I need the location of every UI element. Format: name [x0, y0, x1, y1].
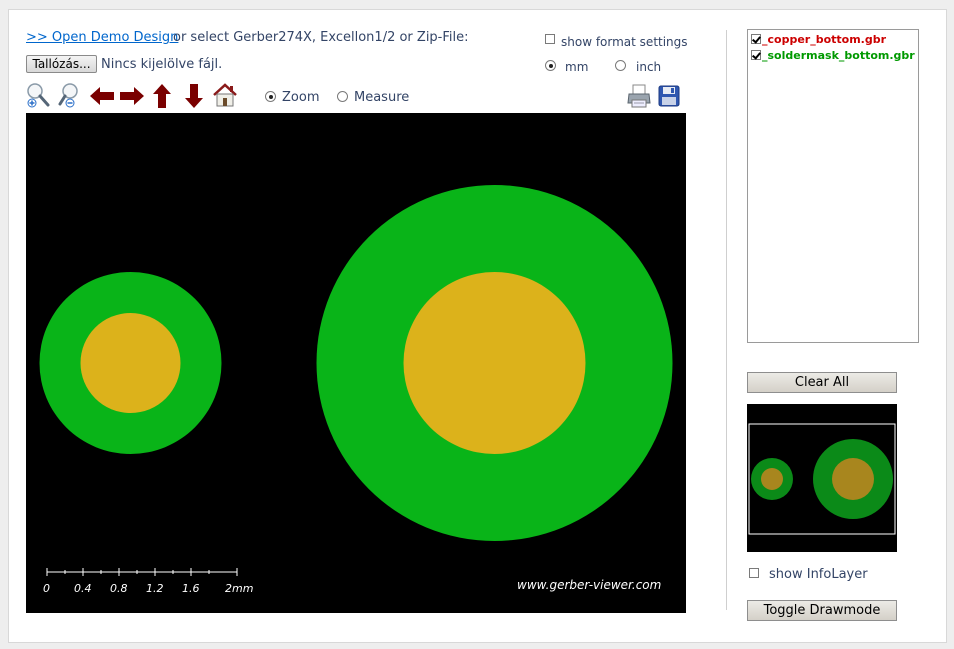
- show-infolayer-checkbox[interactable]: [749, 568, 759, 578]
- mode-zoom-label: Zoom: [282, 90, 320, 105]
- scale-label-1: 0.4: [74, 582, 92, 595]
- layer-name-copper-bottom: _copper_bottom.gbr: [762, 33, 887, 46]
- overview-viewport-rect: [748, 423, 896, 535]
- scale-label-0: 0: [43, 582, 50, 595]
- unit-inch-label: inch: [636, 60, 662, 74]
- layer-checkbox-soldermask-bottom[interactable]: [751, 50, 761, 60]
- unit-mm-label: mm: [565, 60, 589, 74]
- arrow-down-icon[interactable]: [184, 83, 204, 109]
- arrow-right-icon[interactable]: [119, 86, 145, 106]
- layer-list: _copper_bottom.gbr _soldermask_bottom.gb…: [747, 29, 919, 343]
- watermark-text: www.gerber-viewer.com: [517, 578, 661, 592]
- mode-measure-label: Measure: [354, 90, 410, 105]
- floppy-disk-icon[interactable]: [658, 85, 680, 107]
- arrow-up-icon[interactable]: [152, 83, 172, 109]
- show-infolayer-label: show InfoLayer: [769, 567, 868, 582]
- copper-pad-small: [80, 313, 181, 413]
- layer-item-soldermask-bottom[interactable]: _soldermask_bottom.gbr: [751, 49, 915, 62]
- zoom-in-icon[interactable]: [26, 82, 52, 108]
- scale-label-5: 2mm: [225, 582, 253, 595]
- file-select-instructions: or select Gerber274X, Excellon1/2 or Zip…: [173, 30, 469, 45]
- gerber-canvas[interactable]: 0 0.4 0.8 1.2 1.6 2mm www.gerber-viewer.…: [26, 113, 686, 613]
- copper-pad-large: [403, 272, 586, 454]
- panel-divider: [726, 30, 727, 610]
- layer-item-copper-bottom[interactable]: _copper_bottom.gbr: [751, 33, 886, 46]
- overview-copper-large: [832, 458, 874, 500]
- show-format-settings-checkbox[interactable]: [545, 34, 555, 44]
- overview-map[interactable]: [747, 404, 897, 552]
- home-icon[interactable]: [212, 82, 238, 108]
- zoom-out-icon[interactable]: [57, 82, 83, 108]
- no-file-selected-text: Nincs kijelölve fájl.: [101, 57, 223, 72]
- scale-bar: [46, 568, 238, 576]
- layer-checkbox-copper-bottom[interactable]: [751, 34, 761, 44]
- gerber-drawing: 0 0.4 0.8 1.2 1.6 2mm www.gerber-viewer.…: [39, 185, 673, 595]
- unit-inch-radio[interactable]: [615, 60, 626, 71]
- mode-measure-radio[interactable]: [337, 91, 348, 102]
- printer-icon[interactable]: [626, 83, 652, 109]
- clear-all-button[interactable]: Clear All: [747, 372, 897, 393]
- scale-label-4: 1.6: [182, 582, 200, 595]
- unit-mm-radio[interactable]: [545, 60, 556, 71]
- scale-label-3: 1.2: [146, 582, 164, 595]
- layer-name-soldermask-bottom: _soldermask_bottom.gbr: [762, 49, 915, 62]
- show-format-settings-label: show format settings: [561, 35, 688, 49]
- overview-drawing: [748, 423, 896, 535]
- browse-button[interactable]: Tallózás...: [26, 55, 97, 73]
- scale-label-2: 0.8: [110, 582, 128, 595]
- mode-zoom-radio[interactable]: [265, 91, 276, 102]
- app-frame: >> Open Demo Design or select Gerber274X…: [8, 9, 947, 643]
- overview-copper-small: [761, 468, 783, 490]
- toggle-drawmode-button[interactable]: Toggle Drawmode: [747, 600, 897, 621]
- open-demo-link[interactable]: >> Open Demo Design: [26, 30, 179, 45]
- arrow-left-icon[interactable]: [89, 86, 115, 106]
